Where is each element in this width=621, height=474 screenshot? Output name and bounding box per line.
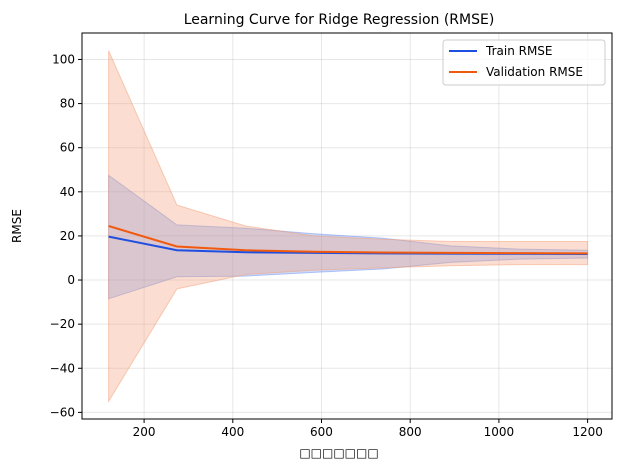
series-lines	[108, 225, 588, 256]
x-tick-label: 1000	[484, 425, 515, 439]
y-tick-label: −60	[50, 405, 75, 419]
legend-box	[442, 39, 606, 86]
y-tick-label: 60	[60, 141, 75, 155]
y-tick-label: −20	[50, 317, 75, 331]
plot-frame	[81, 32, 613, 420]
y-tick-label: 100	[52, 52, 75, 66]
x-tick-label: 800	[399, 425, 422, 439]
y-tick-label: 0	[67, 273, 75, 287]
ticks: 200 400 600 800 1000 1200 −60 −40 −20 0 20 40 60 80 10…	[50, 52, 603, 439]
x-tick-label: 200	[133, 425, 156, 439]
confidence-bands	[108, 50, 589, 404]
y-tick-label: 80	[60, 97, 75, 111]
x-tick-label: 400	[221, 425, 244, 439]
y-axis-label: RMSE	[10, 209, 24, 243]
legend-label-validation: Validation RMSE	[486, 65, 583, 79]
y-tick-label: −40	[50, 361, 75, 375]
legend: Train RMSE Validation RMSE	[442, 39, 606, 86]
x-tick-label: 600	[310, 425, 333, 439]
validation-rmse-band	[108, 50, 589, 404]
chart-title: Learning Curve for Ridge Regression (RMS…	[184, 12, 495, 28]
grid	[82, 33, 612, 419]
y-tick-label: 40	[60, 185, 75, 199]
legend-label-train: Train RMSE	[485, 44, 553, 58]
y-tick-label: 20	[60, 229, 75, 243]
x-tick-label: 1200	[572, 425, 603, 439]
validation-rmse-line	[108, 225, 588, 255]
x-axis-label: □□□□□□□	[299, 446, 378, 460]
